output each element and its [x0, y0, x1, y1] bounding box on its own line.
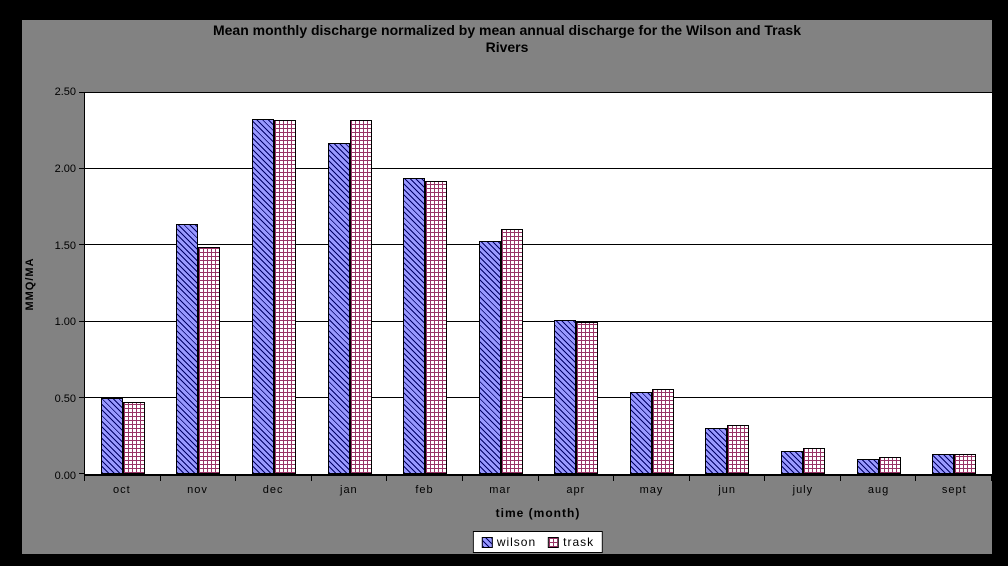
chart-title-line1: Mean monthly discharge normalized by mea…	[212, 22, 801, 38]
bar-group-apr	[538, 93, 614, 474]
x-axis-tick-1	[159, 476, 161, 481]
bar-group-may	[614, 93, 690, 474]
legend-entry-trask: trask	[548, 535, 594, 549]
chart-title: Mean monthly discharge normalized by mea…	[22, 22, 992, 56]
bar-wilson-mar	[478, 240, 501, 474]
bar-wilson-sept	[932, 454, 955, 474]
x-axis-tick-5	[461, 476, 463, 481]
x-tick-label-dec: dec	[262, 484, 284, 496]
x-axis-tick-6	[537, 476, 539, 481]
x-tick-label-sept: sept	[941, 484, 967, 496]
y-tick-label-2.50: 2.50	[54, 86, 76, 98]
gridline-0.50	[85, 396, 992, 398]
bar-group-nov	[161, 93, 237, 474]
x-axis-tick-8	[688, 476, 690, 481]
bar-wilson-jan	[327, 143, 350, 474]
x-tick-label-july: july	[792, 484, 814, 496]
x-tick-label-oct: oct	[112, 484, 131, 496]
bar-wilson-feb	[403, 178, 426, 474]
bar-trask-aug	[878, 457, 901, 474]
bar-wilson-dec	[251, 118, 274, 474]
chart-title-line2: Rivers	[485, 39, 529, 55]
y-tick-label-0.50: 0.50	[54, 393, 76, 406]
legend-label-trask: trask	[563, 535, 595, 549]
x-axis-tick-labels: oct nov dec jan feb mar apr may jun july aug sept	[84, 484, 992, 496]
x-axis-tick-12	[991, 476, 992, 481]
bar-trask-nov	[198, 246, 221, 474]
gridline-1.00	[85, 320, 992, 322]
x-tick-label-aug: aug	[867, 484, 890, 496]
chart-area: Mean monthly discharge normalized by mea…	[22, 20, 992, 554]
y-tick-label-0.00: 0.00	[54, 470, 76, 482]
legend-entry-wilson: wilson	[481, 535, 537, 549]
bar-trask-apr	[576, 321, 599, 474]
bar-wilson-oct	[100, 397, 123, 474]
bar-wilson-july	[780, 451, 803, 474]
bar-group-mar	[463, 93, 539, 474]
x-axis-tick-0	[84, 476, 85, 481]
bar-wilson-apr	[554, 320, 577, 474]
bar-group-sept	[916, 93, 992, 474]
bar-trask-sept	[954, 454, 977, 474]
bar-wilson-may	[629, 391, 652, 474]
gridline-1.50	[85, 244, 992, 246]
bar-wilson-nov	[176, 224, 199, 474]
y-axis-tick-1.50	[79, 244, 85, 246]
x-axis-title: time (month)	[495, 506, 581, 520]
bar-trask-jun	[727, 425, 750, 474]
x-axis-tick-4	[386, 476, 388, 481]
legend-label-wilson: wilson	[496, 535, 537, 549]
x-tick-label-feb: feb	[415, 484, 434, 496]
x-axis-tick-9	[764, 476, 766, 481]
x-axis-tick-3	[310, 476, 312, 481]
legend-swatch-wilson	[481, 536, 493, 548]
x-tick-label-apr: apr	[566, 484, 586, 496]
y-axis-tick-labels: 2.50 2.00 1.50 1.00 0.50 0.00	[22, 86, 76, 482]
bar-group-oct	[85, 93, 161, 474]
bar-trask-feb	[425, 181, 448, 474]
bar-trask-dec	[273, 120, 296, 474]
bar-group-aug	[841, 93, 917, 474]
plot-area	[79, 92, 992, 481]
bar-trask-jan	[349, 120, 372, 474]
legend: wilson trask	[472, 531, 604, 553]
gridline-2.00	[85, 168, 992, 170]
bar-group-feb	[387, 93, 463, 474]
y-axis-tick-0.50	[79, 396, 85, 398]
bar-group-dec	[236, 93, 312, 474]
y-axis-tick-0.00	[79, 473, 85, 474]
bar-group-jan	[312, 93, 388, 474]
bar-trask-oct	[122, 402, 145, 474]
bar-trask-mar	[500, 228, 523, 474]
y-axis-tick-2.50	[79, 92, 85, 93]
bar-trask-july	[802, 448, 825, 474]
y-axis-tick-2.00	[79, 168, 85, 170]
bar-group-july	[765, 93, 841, 474]
bar-group-jun	[690, 93, 766, 474]
bar-wilson-aug	[856, 458, 879, 474]
y-tick-label-1.00: 1.00	[54, 316, 76, 329]
legend-swatch-trask	[548, 536, 560, 548]
y-tick-label-1.50: 1.50	[54, 239, 76, 252]
x-axis-tick-11	[915, 476, 917, 481]
x-axis-tick-10	[839, 476, 841, 481]
y-tick-label-2.00: 2.00	[54, 162, 76, 175]
bar-wilson-jun	[705, 428, 728, 474]
bar-trask-may	[651, 388, 674, 474]
x-tick-label-jun: jun	[718, 484, 737, 496]
x-axis-tick-7	[613, 476, 615, 481]
x-axis-tick-2	[235, 476, 237, 481]
y-axis-tick-1.00	[79, 320, 85, 322]
x-tick-label-may: may	[639, 484, 664, 496]
x-tick-label-nov: nov	[187, 484, 208, 496]
bar-groups	[85, 93, 992, 474]
x-tick-label-jan: jan	[340, 484, 358, 496]
x-tick-label-mar: mar	[489, 484, 512, 496]
